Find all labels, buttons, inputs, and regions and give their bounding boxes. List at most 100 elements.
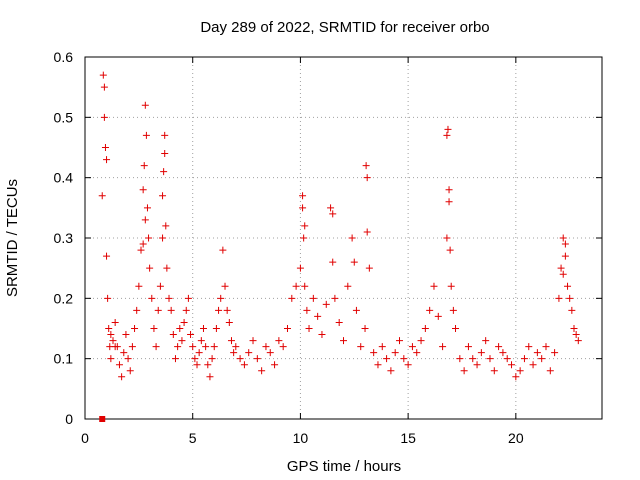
data-point xyxy=(413,349,421,357)
data-point xyxy=(162,222,170,230)
data-point xyxy=(100,83,108,91)
y-tick-label: 0.4 xyxy=(54,170,74,186)
data-point xyxy=(309,294,317,302)
data-point xyxy=(574,337,582,345)
data-point xyxy=(160,168,168,176)
data-point xyxy=(417,337,425,345)
data-point xyxy=(141,216,149,224)
data-point xyxy=(163,264,171,272)
data-point xyxy=(572,331,580,339)
data-point xyxy=(551,349,559,357)
data-point xyxy=(217,294,225,302)
data-point xyxy=(215,306,223,314)
data-point xyxy=(161,131,169,139)
data-point xyxy=(516,367,524,375)
data-point xyxy=(391,349,399,357)
data-point xyxy=(240,361,248,369)
data-point xyxy=(128,343,136,351)
data-point xyxy=(133,306,141,314)
x-tick-label: 0 xyxy=(81,430,89,446)
data-point xyxy=(318,331,326,339)
data-point xyxy=(171,355,179,363)
data-point xyxy=(570,325,578,332)
data-point xyxy=(408,343,416,351)
data-point xyxy=(561,252,569,260)
data-point xyxy=(206,373,214,381)
data-point xyxy=(363,228,371,236)
data-point xyxy=(146,264,154,272)
data-point xyxy=(482,337,490,345)
data-point xyxy=(490,367,498,375)
data-point xyxy=(300,234,308,242)
data-point xyxy=(362,162,370,170)
data-point xyxy=(141,101,149,109)
data-point xyxy=(301,282,309,290)
y-axis-label: SRMTID / TECUs xyxy=(4,179,21,297)
data-point xyxy=(559,234,567,242)
data-point xyxy=(98,192,106,200)
data-point xyxy=(148,294,156,302)
points-layer xyxy=(98,71,582,422)
data-point xyxy=(329,210,337,218)
data-point xyxy=(561,240,569,248)
data-point xyxy=(301,222,309,230)
data-point xyxy=(193,361,201,369)
data-point xyxy=(165,294,173,302)
data-point xyxy=(169,331,177,339)
data-point xyxy=(103,252,111,260)
data-point xyxy=(249,337,257,345)
data-point xyxy=(525,343,533,351)
data-point xyxy=(557,264,565,272)
data-point xyxy=(445,198,453,206)
data-point xyxy=(236,355,244,363)
data-point xyxy=(126,367,134,375)
data-point xyxy=(182,306,190,314)
data-point xyxy=(404,361,412,369)
data-point xyxy=(204,361,212,369)
data-point xyxy=(150,325,158,332)
data-point xyxy=(383,355,391,363)
data-point xyxy=(361,325,369,332)
data-point xyxy=(350,258,358,266)
data-point xyxy=(314,312,322,320)
data-point xyxy=(253,355,261,363)
data-point xyxy=(266,349,274,357)
data-point xyxy=(145,234,153,242)
data-point xyxy=(460,367,468,375)
data-point xyxy=(443,234,451,242)
data-point xyxy=(180,318,188,326)
data-point xyxy=(210,343,218,351)
data-point xyxy=(396,337,404,345)
data-point xyxy=(120,349,128,357)
data-point xyxy=(446,246,454,254)
data-point xyxy=(219,246,227,254)
data-point xyxy=(223,306,231,314)
x-tick-label: 10 xyxy=(293,430,309,446)
data-point xyxy=(439,343,447,351)
data-point xyxy=(499,349,507,357)
data-point xyxy=(279,343,287,351)
data-point xyxy=(258,367,266,375)
data-point xyxy=(426,306,434,314)
ticks-layer: 0 0.1 0.2 0.3 0.4 0.5 0.6 0 5 10 15 20 xyxy=(54,49,602,446)
data-point xyxy=(283,325,291,332)
data-point xyxy=(434,312,442,320)
data-point xyxy=(208,355,216,363)
data-point xyxy=(115,361,123,369)
data-point xyxy=(107,355,115,363)
data-point xyxy=(430,282,438,290)
data-point xyxy=(533,349,541,357)
data-point xyxy=(104,294,112,302)
data-point xyxy=(464,343,472,351)
data-point xyxy=(101,144,109,151)
data-point xyxy=(495,343,503,351)
data-point xyxy=(107,331,115,339)
data-point xyxy=(456,355,464,363)
x-tick-label: 15 xyxy=(400,430,416,446)
data-point xyxy=(271,361,279,369)
data-point xyxy=(449,306,457,314)
data-point xyxy=(473,361,481,369)
data-point xyxy=(546,367,554,375)
data-point xyxy=(568,306,576,314)
data-point xyxy=(191,355,199,363)
